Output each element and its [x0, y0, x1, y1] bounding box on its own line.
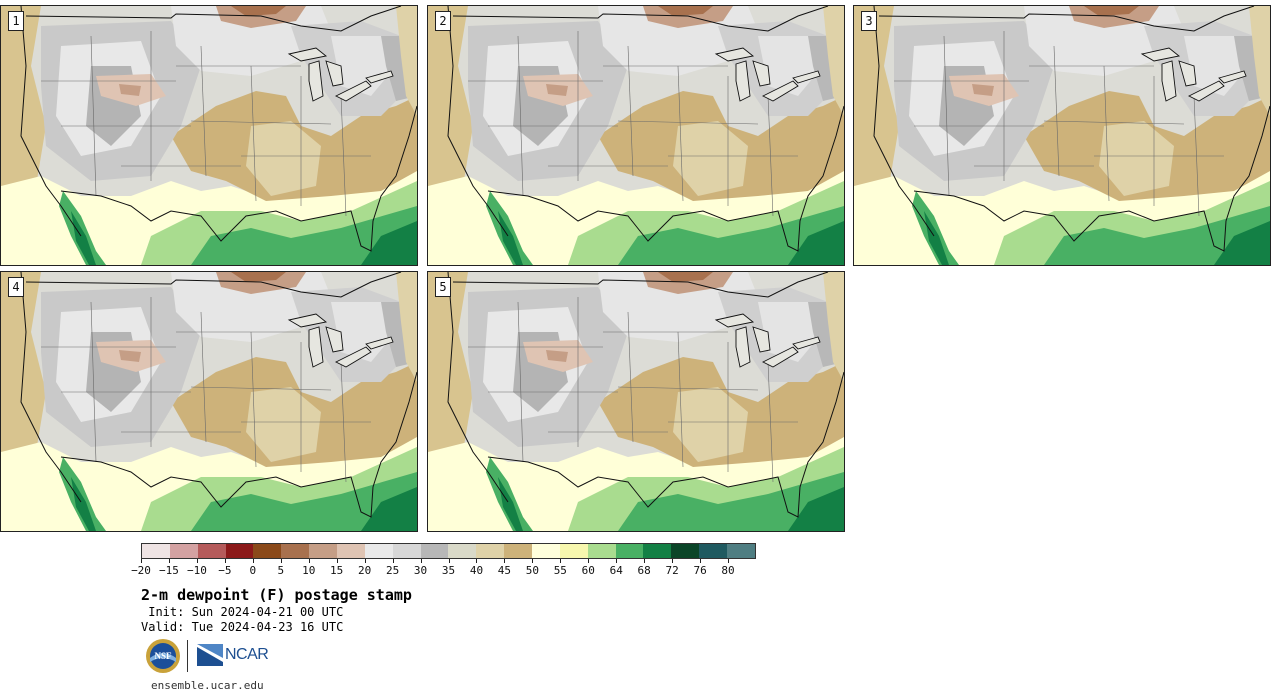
colorbar-tick-mark	[252, 559, 254, 563]
colorbar-swatch	[281, 544, 310, 558]
map-3	[854, 6, 1270, 265]
panel-number: 3	[861, 11, 877, 31]
colorbar-tick-label: 45	[497, 564, 512, 577]
colorbar-tick-label: 35	[441, 564, 456, 577]
colorbar-swatch	[337, 544, 365, 558]
colorbar-tick-mark	[504, 559, 506, 563]
colorbar-tick-label: 60	[581, 564, 595, 577]
colorbar-swatch	[476, 544, 505, 558]
colorbar-tick-label: 64	[609, 564, 623, 577]
colorbar-tick-mark	[588, 559, 590, 563]
colorbar-tick-label: −10	[186, 564, 207, 577]
colorbar-swatch	[587, 544, 616, 558]
colorbar-swatch	[727, 544, 755, 558]
colorbar-swatch	[532, 544, 560, 558]
colorbar-swatch	[671, 544, 700, 558]
colorbar-tick-mark	[476, 559, 478, 563]
colorbar-swatch	[253, 544, 282, 558]
ensemble-panel-2: 2	[427, 5, 845, 266]
colorbar-swatch	[309, 544, 338, 558]
svg-text:NSF: NSF	[154, 651, 172, 661]
valid-time: Valid: Tue 2024-04-23 16 UTC	[141, 620, 344, 634]
colorbar-tick-mark	[560, 559, 562, 563]
colorbar-tick-mark	[168, 559, 170, 563]
colorbar-tick-mark	[420, 559, 422, 563]
nsf-logo-icon: NSF	[146, 639, 180, 673]
map-2	[428, 6, 844, 265]
colorbar-tick-label: 80	[721, 564, 735, 577]
colorbar-tick-label: 76	[693, 564, 707, 577]
ensemble-panel-3: 3	[853, 5, 1271, 266]
colorbar-swatch	[448, 544, 477, 558]
colorbar-tick-label: 30	[413, 564, 428, 577]
map-1	[1, 6, 417, 265]
colorbar-tick-label: −20	[131, 564, 151, 577]
colorbar-tick-label: 72	[665, 564, 679, 577]
colorbar-tick-label: −15	[159, 564, 179, 577]
colorbar-tick-label: −5	[218, 564, 232, 577]
colorbar-tick-label: 20	[358, 564, 372, 577]
colorbar-swatch	[225, 544, 254, 558]
colorbar-tick-mark	[672, 559, 674, 563]
chart-title: 2-m dewpoint (F) postage stamp	[141, 586, 412, 604]
colorbar-tick-mark	[336, 559, 338, 563]
colorbar-swatch	[392, 544, 421, 558]
colorbar-tick-mark	[364, 559, 366, 563]
colorbar-swatch	[504, 544, 533, 558]
colorbar-swatch	[197, 544, 226, 558]
colorbar-swatch	[615, 544, 644, 558]
colorbar-tick-label: 0	[249, 564, 257, 577]
colorbar-tick-mark	[308, 559, 310, 563]
panel-number: 1	[8, 11, 24, 31]
map-4	[1, 272, 417, 531]
colorbar-tick-label: 55	[553, 564, 567, 577]
colorbar-tick-mark	[728, 559, 730, 563]
website-url: ensemble.ucar.edu	[151, 679, 264, 692]
colorbar-tick-label: 15	[330, 564, 344, 577]
map-5	[428, 272, 844, 531]
panel-number: 4	[8, 277, 24, 297]
colorbar-tick-label: 40	[469, 564, 484, 577]
colorbar-tick-mark	[392, 559, 394, 563]
colorbar-tick-mark	[141, 559, 142, 563]
colorbar-swatch	[699, 544, 728, 558]
colorbar-swatch	[559, 544, 588, 558]
colorbar	[141, 543, 756, 559]
ensemble-panel-1: 1	[0, 5, 418, 266]
colorbar-tick-mark	[532, 559, 534, 563]
colorbar-tick-mark	[448, 559, 450, 563]
colorbar-ticks: −20 −15 −10 −5 0 5 10 15 20 25 30 35 40 45 50 55 60 64 68 7…	[131, 559, 756, 581]
colorbar-tick-mark	[644, 559, 646, 563]
ensemble-panel-4: 4	[0, 271, 418, 532]
colorbar-swatch	[643, 544, 672, 558]
panel-number: 5	[435, 277, 451, 297]
colorbar-swatch	[142, 544, 170, 558]
colorbar-tick-mark	[280, 559, 282, 563]
logo-divider	[187, 640, 188, 672]
colorbar-tick-label: 10	[302, 564, 316, 577]
colorbar-tick-mark	[700, 559, 702, 563]
ncar-mark-icon	[197, 644, 223, 666]
colorbar-tick-label: 68	[637, 564, 651, 577]
colorbar-tick-label: 25	[385, 564, 400, 577]
colorbar-tick-label: 5	[277, 564, 285, 577]
ncar-logo-text: NCAR	[225, 646, 269, 663]
colorbar-tick-label: 50	[525, 564, 539, 577]
colorbar-tick-mark	[616, 559, 618, 563]
panel-number: 2	[435, 11, 451, 31]
ensemble-panel-5: 5	[427, 271, 845, 532]
colorbar-swatch	[169, 544, 198, 558]
colorbar-swatch	[420, 544, 449, 558]
colorbar-swatch	[364, 544, 393, 558]
colorbar-tick-mark	[196, 559, 198, 563]
init-time: Init: Sun 2024-04-21 00 UTC	[141, 605, 344, 619]
colorbar-tick-mark	[224, 559, 226, 563]
